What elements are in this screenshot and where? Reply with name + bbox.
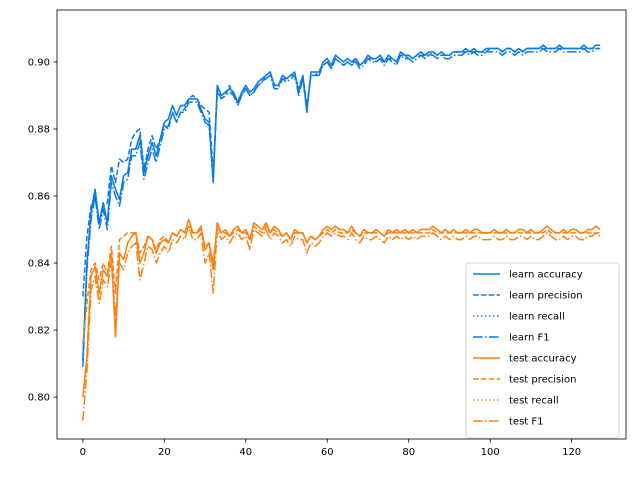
x-tick-label: 40 (239, 447, 252, 458)
y-axis: 0.80 0.82 0.84 0.86 0.88 0.90 (28, 57, 57, 404)
x-tick-label: 0 (80, 447, 86, 458)
y-tick-label: 0.82 (28, 326, 50, 337)
y-tick-label: 0.84 (28, 259, 50, 270)
y-tick-label: 0.80 (28, 393, 50, 404)
series-line-test-precision (82, 225, 601, 344)
x-tick-label: 80 (402, 447, 415, 458)
legend: learn accuracy learn precision learn recal… (465, 262, 620, 439)
series-line-test-f1 (82, 225, 601, 421)
legend-label: learn recall (509, 312, 565, 323)
series-line-learn-precision (82, 47, 601, 297)
axes-frame (56, 9, 627, 440)
series-line-learn-f1 (82, 47, 601, 367)
legend-label: learn F1 (509, 333, 550, 344)
legend-label: test recall (509, 396, 559, 407)
legend-label: test accuracy (509, 354, 577, 365)
y-tick-label: 0.88 (28, 124, 50, 135)
legend-label: learn precision (509, 291, 583, 302)
y-tick-label: 0.86 (28, 192, 50, 203)
legend-label: learn accuracy (509, 270, 583, 281)
legend-box (465, 262, 620, 439)
x-tick-label: 20 (158, 447, 171, 458)
legend-label: test precision (509, 375, 577, 386)
x-axis: 0 20 40 60 80 100 120 (80, 439, 581, 458)
x-tick-label: 120 (562, 447, 581, 458)
x-tick-label: 60 (321, 447, 334, 458)
series-line-test-recall (82, 218, 601, 398)
x-tick-label: 100 (481, 447, 500, 458)
legend-label: test F1 (509, 417, 544, 428)
series-lines (82, 44, 601, 421)
y-tick-label: 0.90 (28, 57, 50, 68)
